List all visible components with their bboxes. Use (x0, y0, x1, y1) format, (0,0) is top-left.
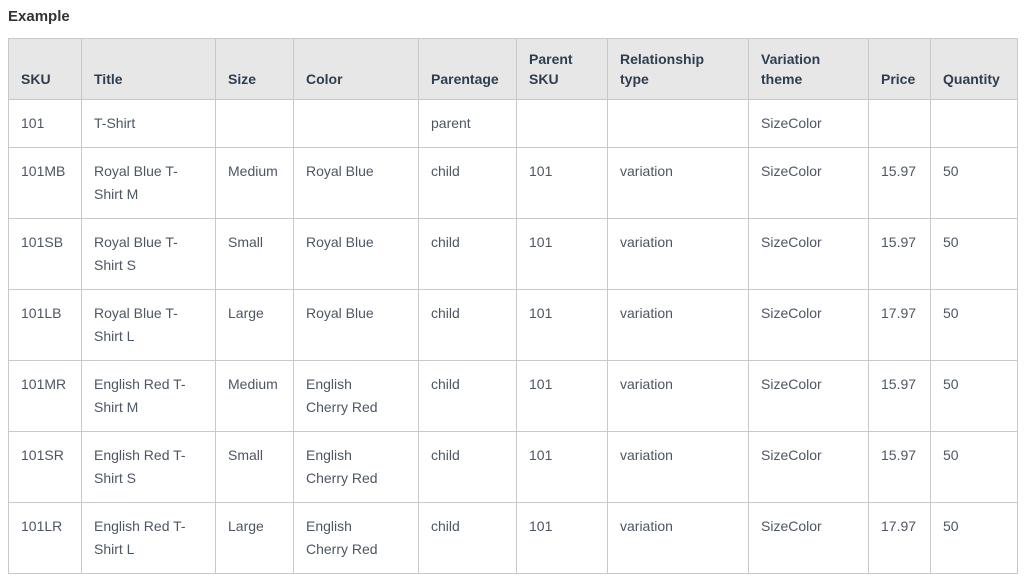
cell-sku: 101SB (8, 218, 82, 290)
cell-variation-theme: SizeColor (748, 289, 869, 361)
cell-color: English Cherry Red (293, 431, 419, 503)
cell-size: Small (215, 218, 294, 290)
cell-variation-theme: SizeColor (748, 360, 869, 432)
cell-price: 17.97 (868, 289, 931, 361)
cell-variation-theme: SizeColor (748, 502, 869, 574)
cell-size: Large (215, 289, 294, 361)
cell-color: Royal Blue (293, 147, 419, 219)
cell-title: T-Shirt (81, 99, 216, 148)
cell-quantity: 50 (930, 218, 1018, 290)
table-row: 101MR English Red T-Shirt M Medium English … (8, 360, 1018, 432)
table-row: 101LR English Red T-Shirt L Large English C… (8, 502, 1018, 574)
cell-parentage: child (418, 502, 517, 574)
cell-sku: 101LB (8, 289, 82, 361)
cell-title: English Red T-Shirt L (81, 502, 216, 574)
column-header-variation-theme: Variation theme (748, 38, 869, 100)
cell-color: English Cherry Red (293, 360, 419, 432)
cell-sku: 101MB (8, 147, 82, 219)
cell-parentage: child (418, 431, 517, 503)
cell-color: English Cherry Red (293, 502, 419, 574)
cell-parentage: child (418, 289, 517, 361)
cell-relationship-type: variation (607, 360, 749, 432)
cell-parentage: child (418, 147, 517, 219)
cell-title: Royal Blue T-Shirt M (81, 147, 216, 219)
cell-sku: 101SR (8, 431, 82, 503)
column-header-size: Size (215, 38, 294, 100)
cell-sku: 101MR (8, 360, 82, 432)
cell-quantity: 50 (930, 431, 1018, 503)
cell-parent-sku: 101 (516, 360, 608, 432)
content-area: Example SKU Title Size Color Parentage Parent… (8, 8, 1018, 574)
column-header-sku: SKU (8, 38, 82, 100)
section-label: Example (8, 8, 70, 25)
variation-example-table: SKU Title Size Color Parentage Parent SKU Rela… (8, 38, 1018, 574)
cell-relationship-type (607, 99, 749, 148)
cell-title: English Red T-Shirt S (81, 431, 216, 503)
column-header-color: Color (293, 38, 419, 100)
column-header-parentage: Parentage (418, 38, 517, 100)
cell-price: 15.97 (868, 147, 931, 219)
cell-quantity: 50 (930, 502, 1018, 574)
cell-color: Royal Blue (293, 289, 419, 361)
cell-price: 15.97 (868, 360, 931, 432)
cell-parentage: parent (418, 99, 517, 148)
table-header-row: SKU Title Size Color Parentage Parent SKU Rela… (8, 38, 1018, 100)
cell-variation-theme: SizeColor (748, 99, 869, 148)
cell-size: Medium (215, 147, 294, 219)
cell-quantity: 50 (930, 147, 1018, 219)
cell-parent-sku: 101 (516, 147, 608, 219)
table-body: 101 T-Shirt parent SizeColor 101MB Royal Blue… (8, 99, 1018, 574)
column-header-price: Price (868, 38, 931, 100)
cell-relationship-type: variation (607, 431, 749, 503)
cell-relationship-type: variation (607, 502, 749, 574)
cell-quantity (930, 99, 1018, 148)
cell-title: English Red T-Shirt M (81, 360, 216, 432)
column-header-relationship-type: Relationship type (607, 38, 749, 100)
cell-variation-theme: SizeColor (748, 218, 869, 290)
cell-sku: 101LR (8, 502, 82, 574)
cell-size: Small (215, 431, 294, 503)
cell-color (293, 99, 419, 148)
table-header: SKU Title Size Color Parentage Parent SKU Rela… (8, 38, 1018, 100)
cell-price: 15.97 (868, 431, 931, 503)
cell-relationship-type: variation (607, 289, 749, 361)
column-header-parent-sku: Parent SKU (516, 38, 608, 100)
cell-variation-theme: SizeColor (748, 147, 869, 219)
cell-color: Royal Blue (293, 218, 419, 290)
table-row: 101 T-Shirt parent SizeColor (8, 99, 1018, 148)
cell-quantity: 50 (930, 360, 1018, 432)
cell-parent-sku (516, 99, 608, 148)
cell-quantity: 50 (930, 289, 1018, 361)
cell-relationship-type: variation (607, 147, 749, 219)
cell-size: Medium (215, 360, 294, 432)
column-header-title: Title (81, 38, 216, 100)
column-header-quantity: Quantity (930, 38, 1018, 100)
cell-price: 15.97 (868, 218, 931, 290)
table-row: 101MB Royal Blue T-Shirt M Medium Royal Blu… (8, 147, 1018, 219)
cell-relationship-type: variation (607, 218, 749, 290)
cell-parent-sku: 101 (516, 431, 608, 503)
cell-parent-sku: 101 (516, 218, 608, 290)
cell-title: Royal Blue T-Shirt L (81, 289, 216, 361)
cell-price (868, 99, 931, 148)
cell-price: 17.97 (868, 502, 931, 574)
cell-variation-theme: SizeColor (748, 431, 869, 503)
table-row: 101SB Royal Blue T-Shirt S Small Royal Blue… (8, 218, 1018, 290)
cell-size: Large (215, 502, 294, 574)
cell-sku: 101 (8, 99, 82, 148)
table-row: 101LB Royal Blue T-Shirt L Large Royal Blue… (8, 289, 1018, 361)
cell-parent-sku: 101 (516, 289, 608, 361)
cell-parentage: child (418, 218, 517, 290)
cell-size (215, 99, 294, 148)
cell-title: Royal Blue T-Shirt S (81, 218, 216, 290)
cell-parent-sku: 101 (516, 502, 608, 574)
table-row: 101SR English Red T-Shirt S Small English C… (8, 431, 1018, 503)
cell-parentage: child (418, 360, 517, 432)
